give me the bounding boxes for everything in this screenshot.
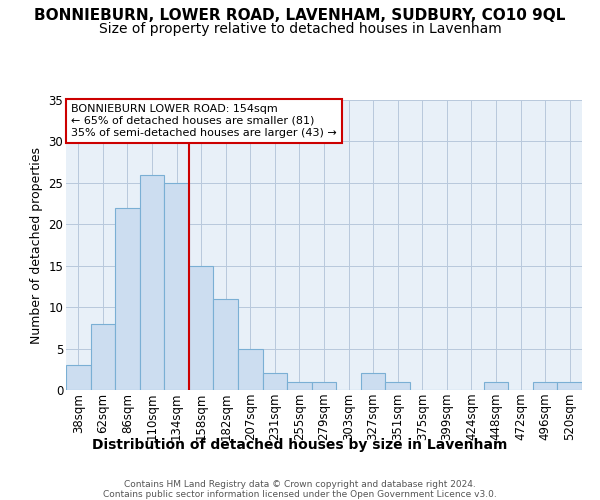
Bar: [312, 382, 336, 390]
Text: BONNIEBURN LOWER ROAD: 154sqm
← 65% of detached houses are smaller (81)
35% of s: BONNIEBURN LOWER ROAD: 154sqm ← 65% of d…: [71, 104, 337, 138]
Bar: [361, 374, 385, 390]
Bar: [557, 382, 582, 390]
Bar: [287, 382, 312, 390]
Bar: [115, 208, 140, 390]
Text: Contains HM Land Registry data © Crown copyright and database right 2024.
Contai: Contains HM Land Registry data © Crown c…: [103, 480, 497, 500]
Bar: [164, 183, 189, 390]
Bar: [533, 382, 557, 390]
Bar: [189, 266, 214, 390]
Bar: [91, 324, 115, 390]
Text: BONNIEBURN, LOWER ROAD, LAVENHAM, SUDBURY, CO10 9QL: BONNIEBURN, LOWER ROAD, LAVENHAM, SUDBUR…: [34, 8, 566, 22]
Bar: [238, 348, 263, 390]
Text: Size of property relative to detached houses in Lavenham: Size of property relative to detached ho…: [98, 22, 502, 36]
Bar: [66, 365, 91, 390]
Bar: [140, 174, 164, 390]
Bar: [484, 382, 508, 390]
Bar: [214, 299, 238, 390]
Text: Distribution of detached houses by size in Lavenham: Distribution of detached houses by size …: [92, 438, 508, 452]
Bar: [385, 382, 410, 390]
Bar: [263, 374, 287, 390]
Y-axis label: Number of detached properties: Number of detached properties: [30, 146, 43, 344]
